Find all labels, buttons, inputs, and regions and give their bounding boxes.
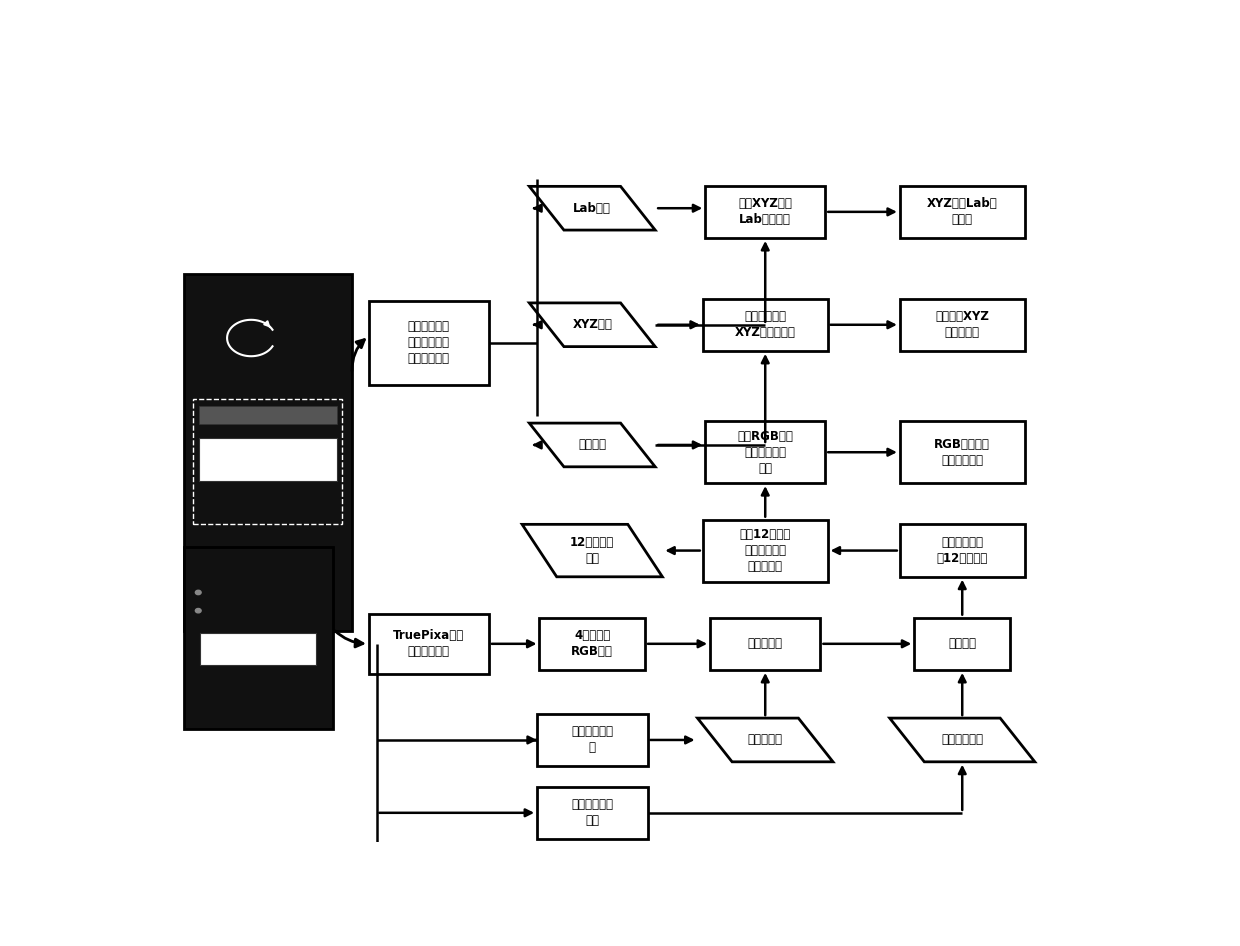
Bar (706, 185, 826, 238)
Bar (900, 421, 1024, 483)
Bar (706, 421, 826, 483)
Circle shape (196, 608, 201, 613)
Text: 4个镜头的
RGB图像: 4个镜头的 RGB图像 (572, 629, 614, 658)
Circle shape (196, 590, 201, 595)
Polygon shape (529, 186, 655, 230)
Bar (703, 299, 828, 351)
Bar (537, 786, 647, 839)
Bar (539, 618, 645, 670)
Bar (198, 438, 337, 481)
Text: RGB值到光谱
值的转换参数: RGB值到光谱 值的转换参数 (934, 438, 991, 466)
Polygon shape (529, 423, 655, 466)
Bar (537, 713, 647, 766)
Bar (711, 618, 821, 670)
Polygon shape (889, 718, 1035, 762)
Polygon shape (697, 718, 833, 762)
Text: 图像白平衡: 图像白平衡 (748, 638, 782, 650)
Bar (900, 299, 1024, 351)
Bar (900, 185, 1024, 238)
Bar (198, 406, 337, 424)
Text: 计算光谱值到
XYZ值转换参数: 计算光谱值到 XYZ值转换参数 (735, 310, 796, 340)
Text: XYZ数据: XYZ数据 (573, 318, 613, 331)
Text: 光谱数据: 光谱数据 (578, 438, 606, 451)
Bar (200, 633, 316, 665)
Text: 光谱值到XYZ
值转换参数: 光谱值到XYZ 值转换参数 (935, 310, 990, 340)
Polygon shape (522, 524, 662, 577)
Text: 白平衡参数: 白平衡参数 (748, 733, 782, 746)
Bar (184, 273, 352, 631)
Text: 预处理图像后
的12通道图像: 预处理图像后 的12通道图像 (936, 536, 988, 565)
Bar (368, 301, 489, 385)
Text: 计算白平衡参
数: 计算白平衡参 数 (572, 726, 614, 755)
Text: 12通道颜色
数据: 12通道颜色 数据 (570, 536, 614, 565)
Text: 计算XYZ值到
Lab转换参数: 计算XYZ值到 Lab转换参数 (738, 198, 792, 226)
Text: 计算RGB值到
光谱值的转换
参数: 计算RGB值到 光谱值的转换 参数 (738, 429, 794, 475)
Text: 色差仪采集色
卡图中所有颜
色区域的数据: 色差仪采集色 卡图中所有颜 色区域的数据 (408, 321, 450, 365)
Bar (193, 398, 342, 524)
Bar (368, 614, 489, 674)
Text: XYZ值到Lab转
换参数: XYZ值到Lab转 换参数 (926, 198, 998, 226)
Text: 图像配准: 图像配准 (949, 638, 976, 650)
Bar (914, 618, 1011, 670)
Text: TruePixa相机
采集色卡图像: TruePixa相机 采集色卡图像 (393, 629, 465, 658)
Bar (703, 519, 828, 582)
Polygon shape (529, 303, 655, 346)
Text: Lab数据: Lab数据 (573, 201, 611, 215)
Text: 几何校正参数: 几何校正参数 (941, 733, 983, 746)
Text: 提取12通道图
像中每一种颜
色的平均值: 提取12通道图 像中每一种颜 色的平均值 (739, 528, 791, 573)
Bar (184, 547, 332, 729)
Bar (900, 524, 1024, 577)
Text: 计算几何校正
参数: 计算几何校正 参数 (572, 798, 614, 828)
